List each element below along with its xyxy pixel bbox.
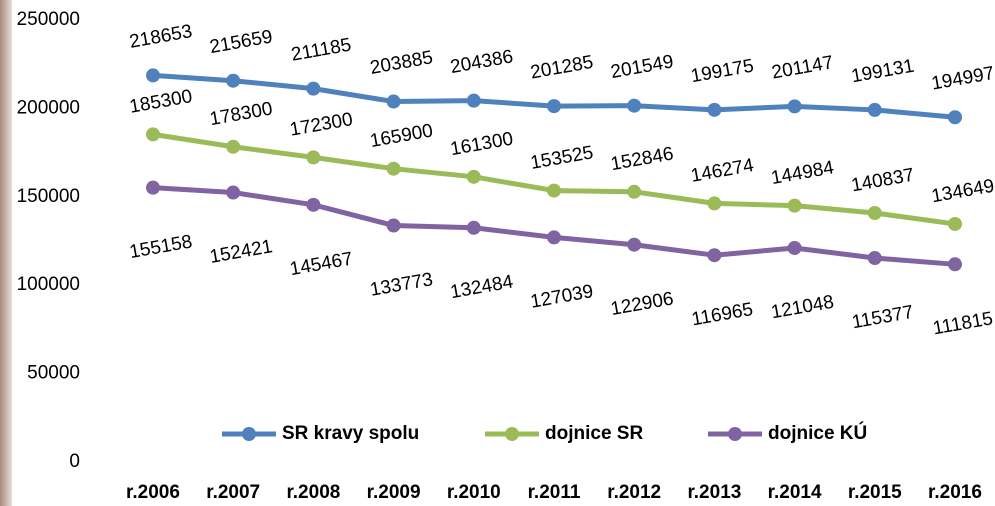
- data-point: [146, 127, 160, 142]
- data-label: 201549: [609, 51, 675, 83]
- legend-marker: [505, 427, 519, 441]
- y-tick-label: 100000: [17, 274, 80, 295]
- legend-marker: [728, 427, 742, 441]
- data-label: 165900: [368, 120, 434, 152]
- data-point: [226, 139, 241, 154]
- data-point: [466, 220, 481, 235]
- data-label: 153525: [529, 142, 595, 174]
- data-point: [547, 230, 561, 245]
- data-label: 204386: [449, 46, 515, 78]
- data-label: 218653: [128, 21, 194, 53]
- y-tick-label: 250000: [17, 9, 80, 30]
- y-tick-label: 150000: [17, 186, 80, 207]
- data-point: [948, 257, 962, 272]
- legend-label: SR kravy spolu: [282, 423, 419, 444]
- data-label: 116965: [690, 299, 755, 330]
- background-strip: [0, 0, 12, 506]
- legend-label: dojnice SR: [545, 423, 643, 444]
- data-label: 133773: [368, 269, 434, 301]
- data-point: [466, 93, 481, 108]
- x-tick-label: r.2011: [528, 482, 581, 503]
- data-label: 144984: [769, 157, 836, 189]
- data-point: [386, 161, 401, 176]
- data-point: [787, 99, 802, 114]
- data-label: 203885: [368, 47, 434, 79]
- data-label: 185300: [128, 86, 194, 118]
- data-point: [547, 99, 561, 114]
- data-point: [226, 73, 241, 88]
- data-point: [948, 216, 962, 231]
- data-label: 146274: [689, 155, 756, 187]
- data-point: [466, 169, 481, 184]
- x-tick-label: r.2006: [126, 482, 180, 503]
- data-label: 145467: [288, 248, 354, 280]
- x-tick-label: r.2012: [607, 482, 661, 503]
- data-label: 215659: [208, 26, 274, 58]
- data-point: [627, 98, 642, 113]
- data-point: [707, 102, 722, 117]
- data-label: 152846: [609, 143, 675, 175]
- data-point: [707, 248, 722, 263]
- y-tick-label: 200000: [17, 97, 80, 118]
- data-label: 115377: [850, 302, 915, 333]
- data-label: 122906: [609, 288, 675, 320]
- data-point: [627, 237, 642, 252]
- data-label: 178300: [208, 98, 274, 130]
- data-point: [867, 102, 882, 117]
- x-tick-label: r.2016: [928, 482, 982, 503]
- x-tick-label: r.2009: [367, 482, 421, 503]
- data-label: 132484: [449, 271, 516, 303]
- data-label: 152421: [208, 236, 274, 268]
- legend-marker: [242, 427, 256, 441]
- data-point: [306, 81, 321, 96]
- data-point: [867, 206, 882, 221]
- x-tick-label: r.2013: [687, 482, 741, 503]
- data-label: 172300: [288, 109, 354, 141]
- data-point: [306, 197, 321, 212]
- data-label: 199175: [689, 56, 755, 88]
- data-point: [867, 251, 882, 266]
- legend-label: dojnice KÚ: [768, 422, 867, 444]
- data-label: 127039: [529, 281, 595, 313]
- data-point: [146, 68, 160, 83]
- data-point: [306, 150, 321, 165]
- x-tick-label: r.2014: [768, 482, 822, 503]
- data-point: [787, 240, 802, 255]
- data-point: [386, 218, 401, 233]
- data-label: 194997: [930, 63, 995, 95]
- data-label: 140837: [850, 165, 916, 197]
- data-point: [226, 185, 241, 200]
- data-label: 199131: [850, 56, 916, 88]
- data-point: [386, 94, 401, 109]
- data-point: [948, 110, 962, 125]
- data-label: 155158: [128, 231, 194, 263]
- x-tick-label: r.2008: [286, 482, 340, 503]
- data-point: [627, 184, 642, 199]
- data-point: [787, 198, 802, 213]
- y-tick-label: 50000: [27, 363, 80, 384]
- data-label: 111815: [931, 308, 994, 339]
- x-tick-label: r.2010: [447, 482, 501, 503]
- data-point: [146, 180, 160, 195]
- data-label: 201147: [770, 52, 835, 83]
- x-tick-label: r.2007: [206, 482, 260, 503]
- x-tick-label: r.2015: [848, 482, 902, 503]
- data-label: 211185: [290, 35, 353, 66]
- data-point: [707, 196, 722, 211]
- data-label: 201285: [529, 52, 595, 84]
- y-tick-label: 0: [69, 451, 80, 472]
- data-label: 161300: [449, 128, 515, 160]
- data-label: 134649: [930, 176, 995, 208]
- data-point: [547, 183, 561, 198]
- data-label: 121048: [769, 292, 835, 324]
